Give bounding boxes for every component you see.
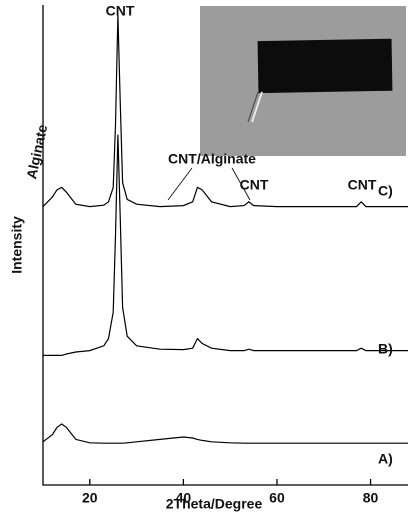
y-axis-title: Intensity [9, 216, 25, 274]
x-tick-label: 20 [82, 490, 98, 506]
annotation: CNT/Alginate [168, 151, 256, 167]
inset-photo [200, 6, 406, 156]
annotation-leaders [167, 167, 251, 201]
x-tick-label: 40 [176, 490, 192, 506]
series-line [42, 14, 408, 208]
axis-frame [42, 5, 408, 486]
annotation: CNT [348, 177, 377, 193]
x-tick-label: 80 [363, 490, 379, 506]
series-label: A) [378, 451, 393, 467]
x-tick-label: 60 [269, 490, 285, 506]
annotation: CNT [106, 3, 135, 19]
series-line [43, 134, 408, 356]
series-line [42, 423, 408, 444]
series-label: B) [378, 341, 393, 357]
annotation: CNT [240, 177, 269, 193]
annotation: Alginate [23, 123, 50, 181]
x-axis-title: 2Theta/Degree [166, 496, 263, 512]
series-label: C) [378, 183, 393, 199]
